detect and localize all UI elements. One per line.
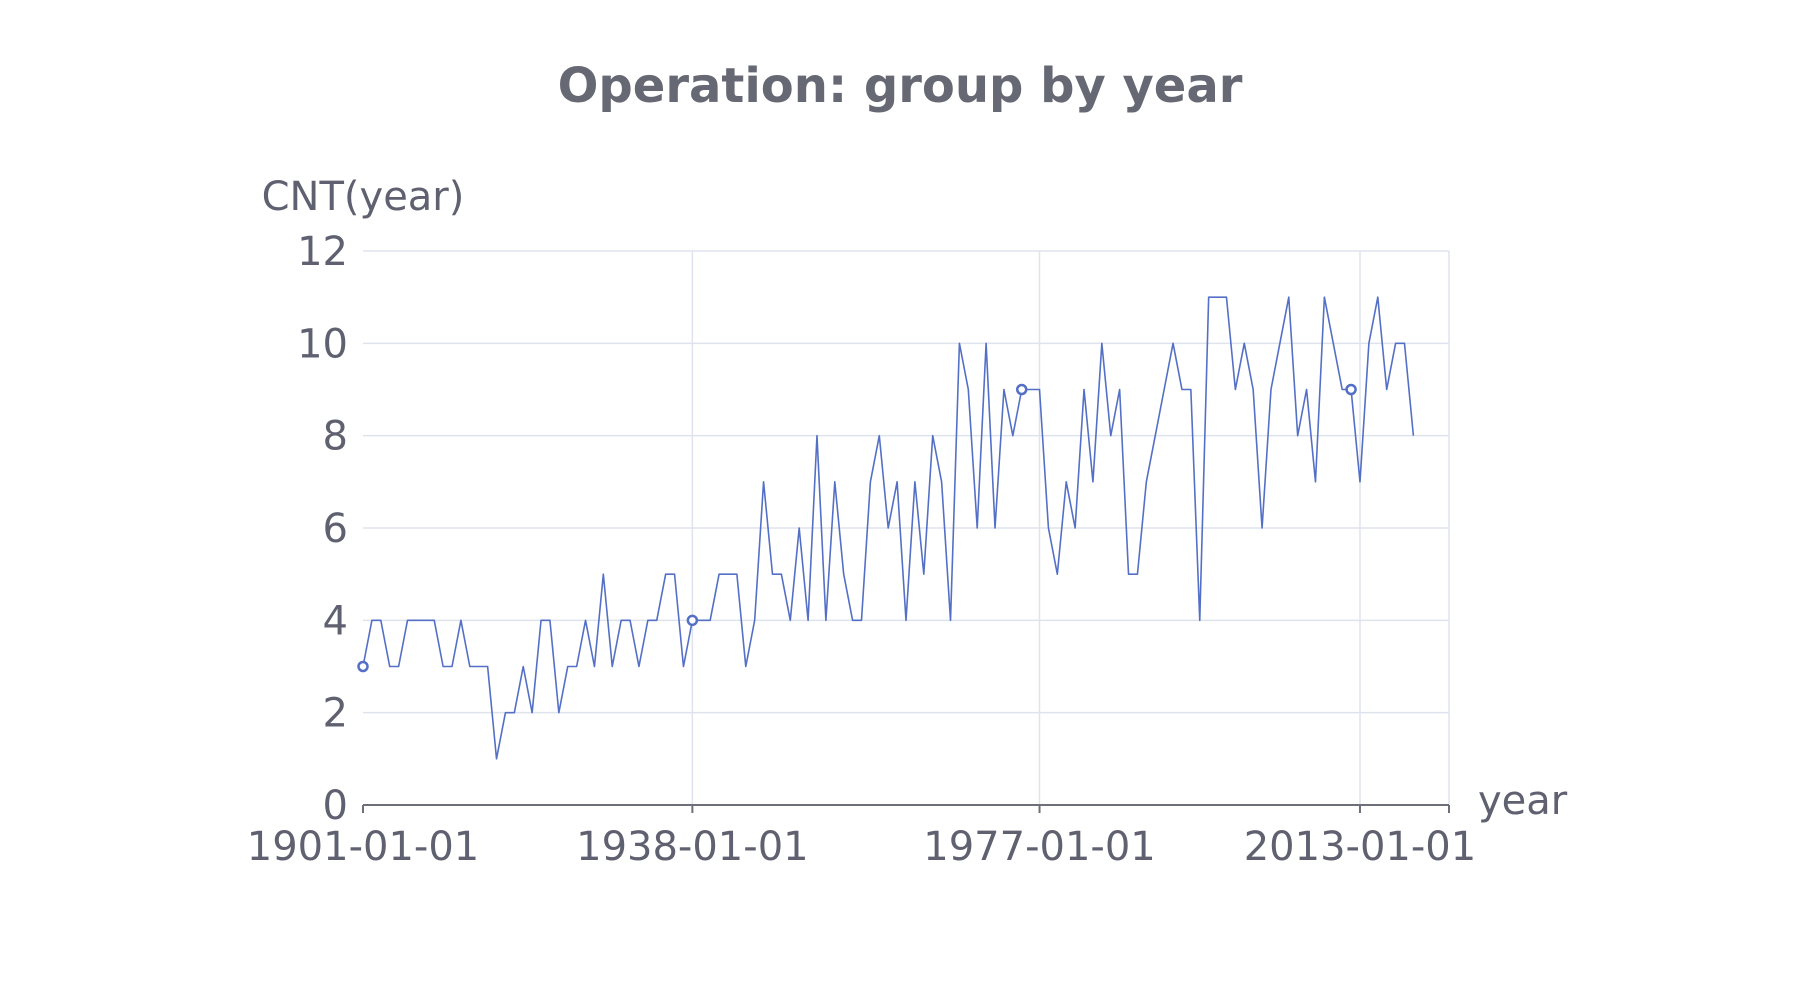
axes xyxy=(362,804,1450,813)
x-tick-label: 1901-01-01 xyxy=(247,824,479,870)
x-tick-label: 1977-01-01 xyxy=(923,824,1155,870)
x-tick-label: 1938-01-01 xyxy=(576,824,808,870)
tick-labels: 0 2 4 6 8 10 12 1901-01-01 1938-01-01 1977-01-01 2… xyxy=(247,229,1476,870)
data-point[interactable] xyxy=(1015,383,1028,396)
x-tick-label: 2013-01-01 xyxy=(1244,824,1476,870)
data-point[interactable] xyxy=(686,614,699,627)
x-axis-label: year xyxy=(1478,778,1568,824)
chart-title: Operation: group by year xyxy=(558,58,1243,114)
y-tick-label: 10 xyxy=(297,321,348,367)
y-axis-label: CNT(year) xyxy=(262,174,465,220)
series-layer xyxy=(357,296,1415,760)
data-point[interactable] xyxy=(1345,383,1357,396)
grid xyxy=(363,250,1450,805)
y-tick-label: 4 xyxy=(323,598,348,644)
y-tick-label: 0 xyxy=(323,783,348,829)
y-tick-label: 6 xyxy=(323,506,348,552)
y-tick-label: 12 xyxy=(297,229,348,275)
data-point[interactable] xyxy=(357,660,369,673)
y-tick-label: 8 xyxy=(323,414,348,460)
y-tick-label: 2 xyxy=(323,691,348,737)
series-line-0 xyxy=(362,296,1415,760)
